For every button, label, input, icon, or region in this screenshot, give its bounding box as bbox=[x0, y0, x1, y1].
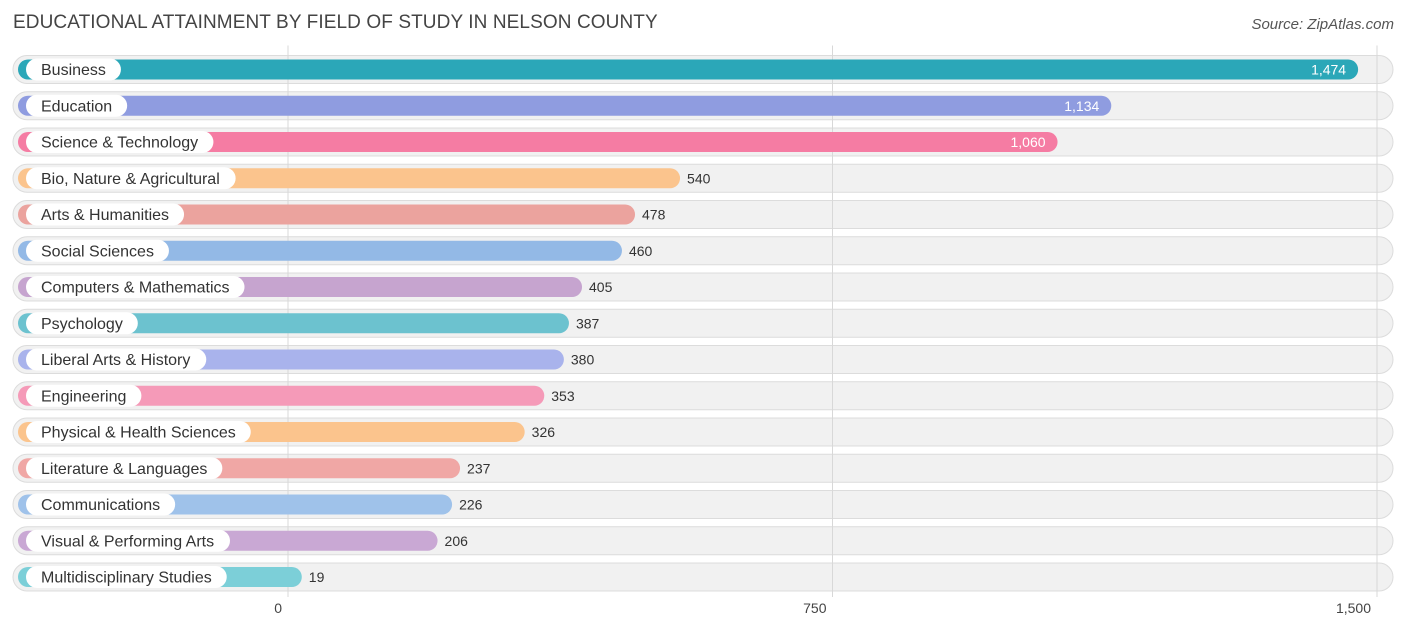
category-label: Visual & Performing Arts bbox=[41, 533, 214, 550]
category-label-pill bbox=[26, 348, 207, 371]
category-label-pill bbox=[26, 493, 176, 516]
category-label-pill bbox=[26, 131, 214, 153]
bars: Business 1,474 Education 1,134 Science & Tec… bbox=[18, 58, 1359, 588]
value-label: 405 bbox=[589, 279, 613, 295]
x-tick-label: 1,500 bbox=[1336, 600, 1371, 616]
bar bbox=[18, 95, 1112, 116]
value-label: 380 bbox=[571, 352, 595, 368]
category-label: Multidisciplinary Studies bbox=[41, 570, 212, 587]
bar-group: Psychology 387 bbox=[18, 312, 600, 335]
value-label: 326 bbox=[532, 424, 556, 440]
bar bbox=[18, 132, 1058, 152]
chart-title: EDUCATIONAL ATTAINMENT BY FIELD OF STUDY… bbox=[13, 12, 658, 33]
category-label-pill bbox=[26, 203, 185, 226]
value-label: 478 bbox=[642, 207, 666, 223]
value-label: 460 bbox=[629, 243, 653, 259]
category-label: Psychology bbox=[41, 316, 123, 333]
category-label-pill bbox=[26, 276, 245, 298]
value-label: 19 bbox=[309, 569, 325, 585]
bar-group: Communications 226 bbox=[18, 493, 483, 516]
bar-group: Visual & Performing Arts 206 bbox=[18, 529, 469, 552]
category-label: Literature & Languages bbox=[41, 461, 207, 478]
bar-group: Science & Technology 1,060 bbox=[18, 131, 1058, 153]
category-label-pill bbox=[26, 94, 128, 117]
bar bbox=[18, 313, 569, 334]
category-label-pill bbox=[26, 312, 138, 335]
category-label-pill bbox=[26, 529, 230, 552]
bar bbox=[18, 385, 545, 406]
bar-group: Business 1,474 bbox=[18, 58, 1359, 81]
bar-group: Social Sciences 460 bbox=[18, 239, 653, 262]
value-label: 1,060 bbox=[1011, 134, 1046, 150]
x-tick-label: 0 bbox=[274, 600, 282, 616]
category-label: Communications bbox=[41, 497, 160, 514]
value-label: 353 bbox=[551, 388, 575, 404]
bar-group: Computers & Mathematics 405 bbox=[18, 276, 613, 298]
value-label: 237 bbox=[467, 460, 491, 476]
value-label: 540 bbox=[687, 170, 711, 186]
bar-group: Engineering 353 bbox=[18, 384, 575, 407]
category-label: Computers & Mathematics bbox=[41, 280, 230, 297]
category-label-pill bbox=[26, 58, 121, 81]
value-label: 226 bbox=[459, 497, 483, 513]
value-label: 387 bbox=[576, 315, 600, 331]
category-label-pill bbox=[26, 457, 223, 480]
category-label-pill bbox=[26, 566, 227, 588]
category-label: Bio, Nature & Agricultural bbox=[41, 171, 220, 188]
category-label: Physical & Health Sciences bbox=[41, 425, 236, 442]
bar bbox=[18, 59, 1359, 80]
category-label-pill bbox=[26, 384, 142, 407]
bar-group: Education 1,134 bbox=[18, 94, 1112, 117]
x-tick-label: 750 bbox=[803, 600, 827, 616]
category-label: Education bbox=[41, 98, 112, 115]
category-label-pill bbox=[26, 239, 169, 262]
value-label: 1,474 bbox=[1311, 62, 1346, 78]
category-label: Science & Technology bbox=[41, 135, 198, 152]
bar-group: Literature & Languages 237 bbox=[18, 457, 491, 480]
category-label: Business bbox=[41, 62, 106, 79]
chart-source: Source: ZipAtlas.com bbox=[1251, 16, 1394, 33]
value-label: 206 bbox=[445, 533, 469, 549]
category-label: Engineering bbox=[41, 388, 126, 405]
value-label: 1,134 bbox=[1064, 98, 1099, 114]
category-label-pill bbox=[26, 167, 236, 190]
row-background bbox=[12, 562, 1394, 592]
category-label: Social Sciences bbox=[41, 243, 154, 260]
bar-group: Physical & Health Sciences 326 bbox=[18, 421, 555, 443]
bar-group: Bio, Nature & Agricultural 540 bbox=[18, 167, 711, 190]
category-label: Arts & Humanities bbox=[41, 207, 169, 224]
x-axis-ticks: 0 750 1,500 bbox=[274, 600, 1371, 616]
bar-group: Arts & Humanities 478 bbox=[18, 203, 666, 226]
bar bbox=[18, 240, 622, 261]
category-label-pill bbox=[26, 421, 251, 443]
bar-group: Multidisciplinary Studies 19 bbox=[18, 566, 325, 588]
category-label: Liberal Arts & History bbox=[41, 352, 190, 369]
bar-group: Liberal Arts & History 380 bbox=[18, 348, 595, 371]
